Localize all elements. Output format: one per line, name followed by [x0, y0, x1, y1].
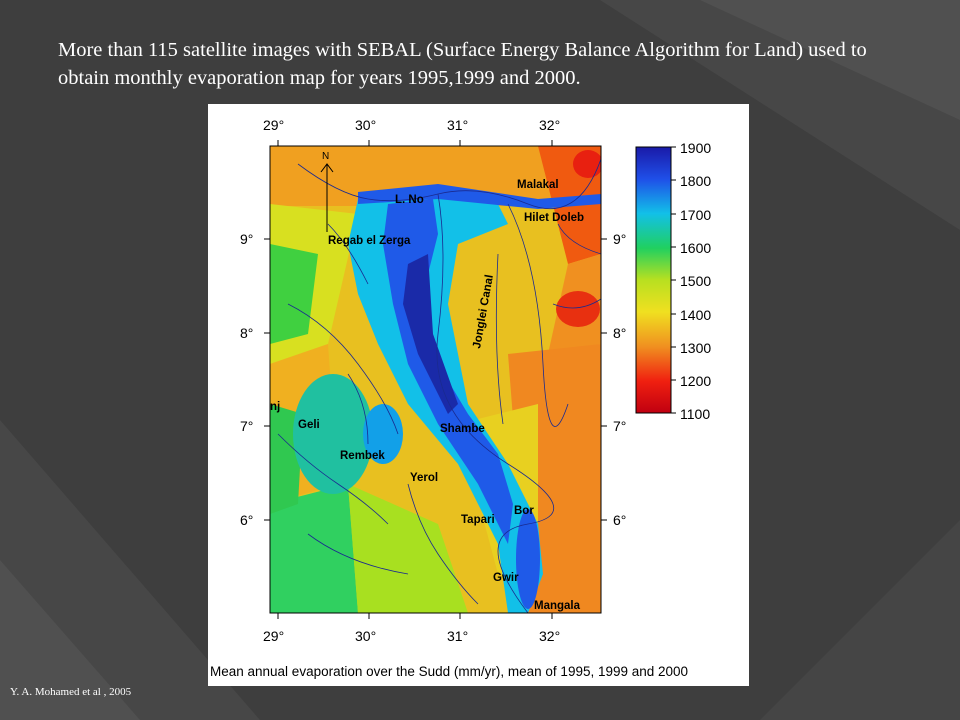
lat-label-right: 9°: [613, 231, 626, 247]
legend-value: 1400: [680, 307, 711, 323]
citation-credit: Y. A. Mohamed et al , 2005: [10, 686, 132, 698]
place-label: Malakal: [517, 179, 559, 191]
place-label: Geli: [298, 419, 320, 431]
lat-label-right: 8°: [613, 325, 626, 341]
lon-label-bottom: 30°: [355, 628, 376, 644]
legend-value: 1500: [680, 273, 711, 289]
lon-label-bottom: 32°: [539, 628, 560, 644]
place-label: Shambe: [440, 423, 485, 435]
place-label: Hilet Doleb: [524, 212, 584, 224]
lon-label-bottom: 29°: [263, 628, 284, 644]
north-arrow-icon: N: [320, 151, 334, 232]
lat-label-right: 7°: [613, 418, 626, 434]
legend-value: 1900: [680, 140, 711, 156]
legend-value: 1800: [680, 173, 711, 189]
lat-label-left: 9°: [240, 231, 253, 247]
legend-colorbar: 1900 1800 1700 1600 1500 1400 1300 1200 …: [635, 140, 711, 422]
place-label: Yerol: [410, 472, 438, 484]
legend-value: 1100: [680, 406, 710, 422]
legend-value: 1600: [680, 240, 711, 256]
lat-label-left: 8°: [240, 325, 253, 341]
place-label: Mangala: [534, 600, 581, 612]
evaporation-map-figure: 29° 30° 31° 32° 29° 30° 31° 32° 9° 8° 7°…: [208, 104, 749, 686]
place-label: Bor: [514, 505, 534, 517]
lat-label-left: 7°: [240, 418, 253, 434]
place-label: Rembek: [340, 450, 385, 462]
lon-label-top: 30°: [355, 117, 376, 133]
place-label: Regab el Zerga: [328, 235, 411, 247]
lat-label-left: 6°: [240, 512, 253, 528]
lon-label-top: 32°: [539, 117, 560, 133]
place-label: nj: [270, 401, 280, 413]
place-label: L. No: [395, 194, 424, 206]
lon-label-top: 29°: [263, 117, 284, 133]
legend-value: 1200: [680, 373, 711, 389]
graticule-ticks: [264, 140, 607, 619]
figure-caption: Mean annual evaporation over the Sudd (m…: [210, 664, 689, 679]
evaporation-raster: [270, 146, 601, 613]
lat-label-right: 6°: [613, 512, 626, 528]
legend-value: 1700: [680, 207, 711, 223]
map-svg: 29° 30° 31° 32° 29° 30° 31° 32° 9° 8° 7°…: [240, 117, 711, 644]
slide-title: More than 115 satellite images with SEBA…: [58, 39, 867, 89]
north-label: N: [322, 151, 329, 162]
place-label: Gwir: [493, 572, 519, 584]
lon-label-bottom: 31°: [447, 628, 468, 644]
lon-label-top: 31°: [447, 117, 468, 133]
place-label: Tapari: [461, 514, 495, 526]
legend-value: 1300: [680, 340, 711, 356]
